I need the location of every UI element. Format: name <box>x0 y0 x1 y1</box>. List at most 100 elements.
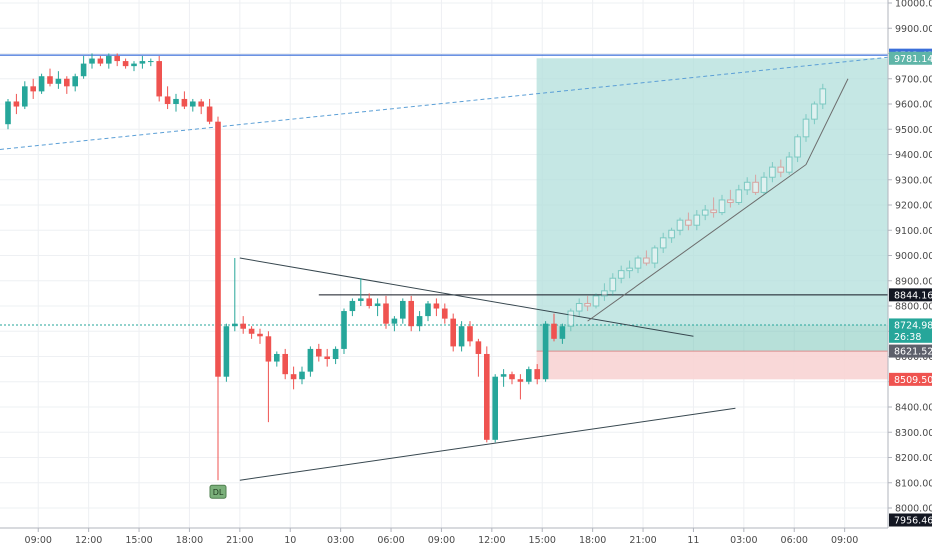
candle-body <box>743 181 751 191</box>
projected-candle <box>676 217 684 236</box>
candle-body <box>651 247 659 264</box>
time-tick-label: 09:00 <box>831 535 858 546</box>
time-tick-label: 21:00 <box>226 535 253 546</box>
candle-body <box>106 56 112 64</box>
candle-body <box>400 300 406 319</box>
candle-body <box>190 101 196 107</box>
candle-body <box>769 166 776 178</box>
candle-body <box>341 311 347 349</box>
candle <box>55 71 62 89</box>
lower-trendline[interactable] <box>239 407 736 481</box>
candle <box>64 76 70 94</box>
candle-body <box>685 219 692 226</box>
projected-candle <box>643 250 650 266</box>
price-axis-bg <box>888 0 932 550</box>
price-tick-label: 8900.00 <box>895 276 932 287</box>
time-tick-label: 15:00 <box>125 535 152 546</box>
candle-body <box>442 308 448 319</box>
candle <box>500 369 507 387</box>
candle-body <box>366 298 372 306</box>
time-tick-label: 12:00 <box>478 535 505 546</box>
projected-candle <box>752 174 759 195</box>
candle <box>416 311 423 332</box>
dl-badge[interactable]: DL <box>209 484 227 499</box>
upper-trendline[interactable] <box>239 257 694 337</box>
candle <box>89 53 95 69</box>
risk-reward-zones[interactable] <box>536 58 888 380</box>
candle <box>248 326 255 339</box>
price-tag-label: 8509.50 <box>894 375 932 386</box>
candle <box>458 321 465 352</box>
dl-badge-box <box>209 484 227 499</box>
candle <box>374 298 381 317</box>
trendline-drawings[interactable]: DL <box>0 54 889 499</box>
candle-body <box>575 302 583 312</box>
candle <box>450 313 456 352</box>
candle <box>13 93 20 115</box>
candle <box>299 366 305 385</box>
price-tag-label: 8724.98 <box>894 320 932 331</box>
price-tag-label: 8621.52 <box>894 347 932 358</box>
dashed-trend-ray[interactable] <box>0 56 889 150</box>
candle-body <box>215 121 221 377</box>
candle <box>223 323 230 382</box>
candle-body <box>5 101 11 125</box>
projected-candle <box>685 212 692 231</box>
candle <box>475 338 482 377</box>
candle-body <box>425 303 431 317</box>
candle-body <box>785 156 793 173</box>
candle-body <box>735 189 743 203</box>
candle <box>324 348 330 367</box>
projected-candle <box>785 151 793 175</box>
stop-zone[interactable] <box>536 351 888 380</box>
candle-body <box>592 295 600 307</box>
candle <box>198 98 204 115</box>
candle-body <box>802 118 810 138</box>
candle-body <box>89 58 95 64</box>
projected-candle <box>811 101 818 125</box>
projected-candle <box>651 245 659 269</box>
candle-body <box>584 302 591 307</box>
price-tags: 9793.429781.148844.168724.9826:388621.52… <box>889 48 932 527</box>
candle <box>492 374 498 443</box>
candle <box>484 346 490 443</box>
price-tick-label: 9600.00 <box>895 100 932 111</box>
candle-body <box>408 300 414 327</box>
candle <box>467 321 473 347</box>
time-tick-label: 12:00 <box>75 535 102 546</box>
candle-body <box>458 326 465 347</box>
candle <box>534 364 540 385</box>
projected-candle <box>760 172 768 195</box>
candle <box>206 98 213 125</box>
price-tick-label: 9100.00 <box>895 226 932 237</box>
candle-body <box>349 300 356 312</box>
projection-path[interactable] <box>587 78 849 322</box>
price-tag-label: 26:38 <box>894 332 921 343</box>
candle <box>5 98 11 130</box>
price-tick-label: 9200.00 <box>895 201 932 212</box>
candle-body <box>274 353 280 362</box>
candle <box>72 73 78 92</box>
candle-body <box>760 176 768 193</box>
candle <box>349 298 356 317</box>
projected-candle <box>701 205 709 221</box>
entry-zone[interactable] <box>536 324 888 352</box>
time-tick-label: 18:00 <box>579 535 606 546</box>
candle-body <box>358 298 364 301</box>
candle-body <box>450 318 456 347</box>
candle-body <box>811 103 818 120</box>
projected-candle <box>769 162 776 183</box>
candle-body <box>55 78 62 84</box>
projected-candle <box>802 114 810 142</box>
candle-body <box>433 303 440 309</box>
candle <box>131 61 137 72</box>
projected-candle <box>634 255 642 274</box>
price-tag: 8621.52 <box>889 344 932 358</box>
target-zone[interactable] <box>536 58 888 325</box>
time-tick-label: 09:00 <box>25 535 52 546</box>
candle-body <box>752 181 759 193</box>
price-tag: 7956.46 <box>889 513 932 527</box>
price-tag-box <box>889 513 932 527</box>
